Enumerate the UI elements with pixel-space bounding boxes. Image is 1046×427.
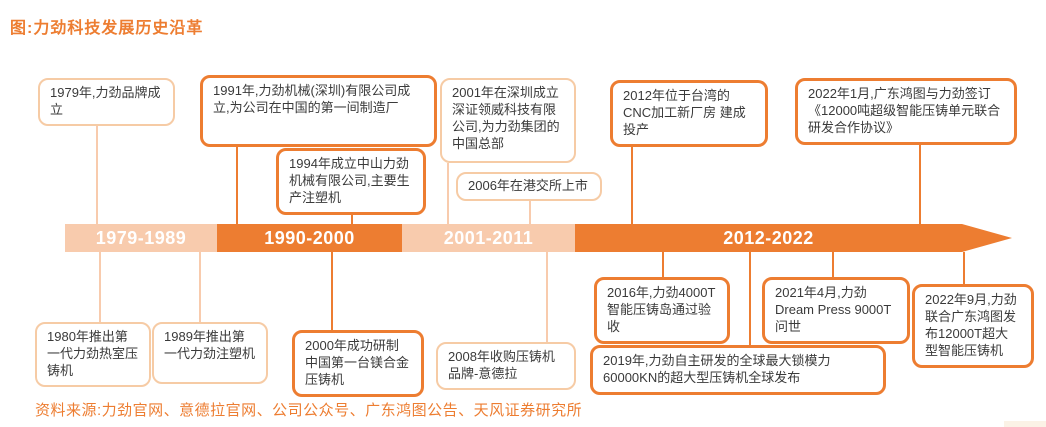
connector-2001 (447, 163, 449, 224)
connector-2022-sep (963, 252, 965, 284)
event-2008: 2008年收购压铸机品牌-意德拉 (436, 342, 576, 390)
corner-artifact (1004, 421, 1046, 427)
connector-1994 (351, 210, 353, 224)
event-2019: 2019年,力劲自主研发的全球最大锁模力60000KN的超大型压铸机全球发布 (590, 345, 886, 395)
event-2021: 2021年4月,力劲Dream Press 9000T问世 (762, 277, 910, 344)
data-source-note: 资料来源:力劲官网、意德拉官网、公司公众号、广东鸿图公告、天风证券研究所 (35, 402, 583, 419)
connector-2000 (331, 252, 333, 330)
event-2006: 2006年在港交所上市 (456, 172, 602, 201)
timeline-segment-2012-2022: 2012-2022 (575, 224, 962, 252)
figure-title: 图:力劲科技发展历史沿革 (10, 20, 204, 37)
timeline-segment-2001-2011: 2001-2011 (402, 224, 575, 252)
event-1994: 1994年成立中山力劲机械有限公司,主要生产注塑机 (276, 148, 426, 215)
timeline-segment-1979-1989: 1979-1989 (65, 224, 217, 252)
event-2022-sep: 2022年9月,力劲联合广东鸿图发布12000T超大型智能压铸机 (912, 284, 1034, 368)
connector-2006 (529, 200, 531, 224)
event-2000: 2000年成功研制中国第一台镁合金压铸机 (292, 330, 424, 397)
event-2001: 2001年在深圳成立深证领威科技有限公司,为力劲集团的中国总部 (440, 78, 576, 163)
event-2012: 2012年位于台湾的CNC加工新厂房 建成投产 (610, 80, 768, 147)
event-1991: 1991年,力劲机械(深圳)有限公司成立,为公司在中国的第一间制造厂 (200, 75, 437, 147)
connector-1980 (99, 252, 101, 322)
event-1980: 1980年推出第一代力劲热室压铸机 (35, 322, 151, 387)
connector-2022-jan (919, 144, 921, 224)
connector-2008 (546, 252, 548, 342)
connector-2016 (662, 252, 664, 277)
event-2022-jan: 2022年1月,广东鸿图与力劲签订《12000吨超级智能压铸单元联合研发合作协议… (795, 78, 1017, 145)
event-2016: 2016年,力劲4000T智能压铸岛通过验收 (594, 277, 730, 344)
connector-2021 (832, 252, 834, 277)
timeline-arrowhead-icon (962, 224, 1012, 252)
connector-2019 (749, 252, 751, 345)
event-1979: 1979年,力劲品牌成立 (38, 78, 175, 126)
connector-2012 (631, 142, 633, 224)
connector-1979 (96, 125, 98, 224)
connector-1989 (199, 252, 201, 322)
event-1989: 1989年推出第一代力劲注塑机 (152, 322, 268, 384)
connector-1991 (236, 147, 238, 224)
timeline-segment-1990-2000: 1990-2000 (217, 224, 402, 252)
